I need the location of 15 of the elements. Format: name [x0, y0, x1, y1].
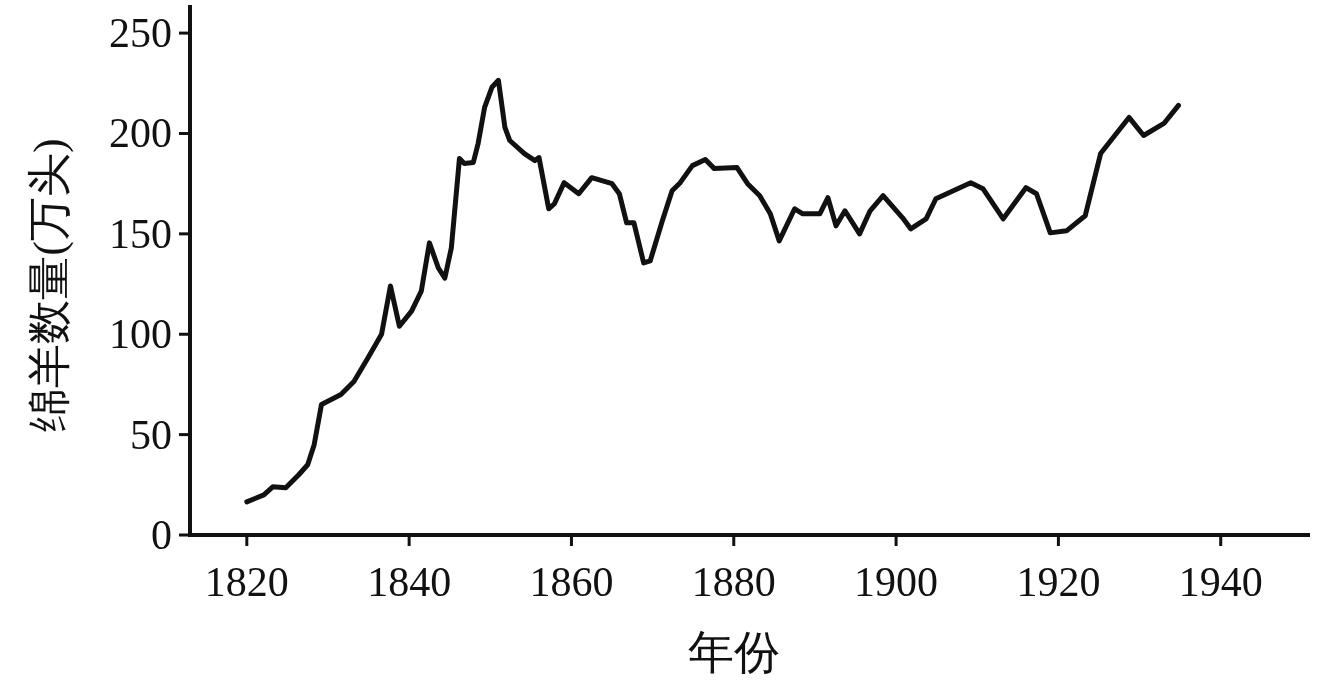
y-tick-label: 50 [130, 411, 172, 458]
x-axis-title: 年份 [687, 627, 780, 678]
x-tick-label: 1900 [854, 559, 939, 605]
x-tick-label: 1880 [691, 559, 776, 605]
y-tick-label: 200 [109, 110, 172, 157]
y-tick-label: 100 [109, 311, 172, 358]
x-tick-label: 1920 [1016, 559, 1101, 605]
y-tick-label: 0 [151, 512, 172, 558]
x-tick-label: 1940 [1178, 559, 1263, 605]
x-tick-label: 1840 [367, 559, 452, 605]
y-tick-label: 150 [109, 210, 172, 257]
x-tick-label: 1820 [204, 559, 289, 605]
y-tick-label: 250 [109, 10, 172, 57]
y-axis-title: 绵羊数量(万头) [25, 138, 74, 432]
x-tick-label: 1860 [529, 559, 614, 605]
